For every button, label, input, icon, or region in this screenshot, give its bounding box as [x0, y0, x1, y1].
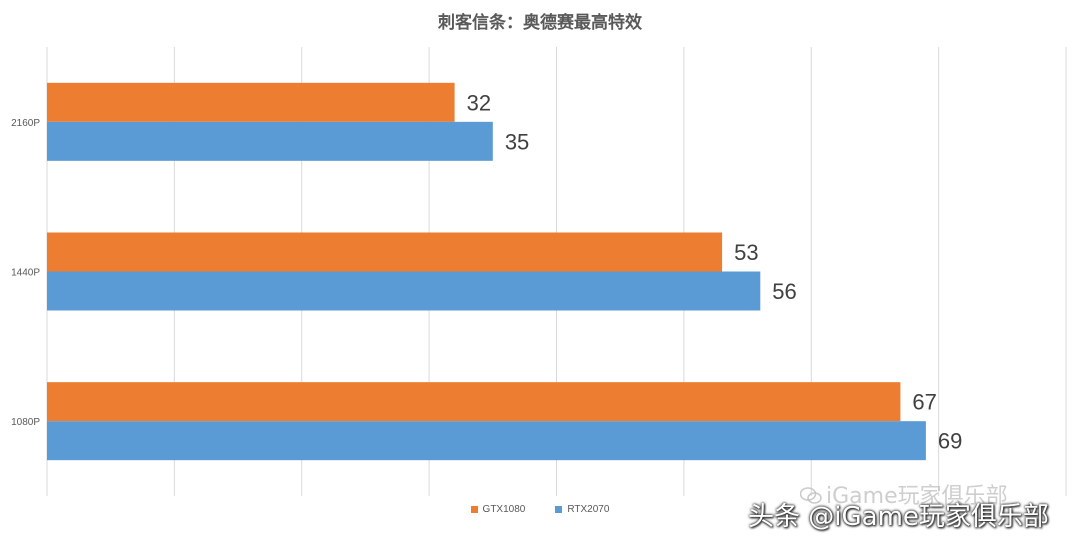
category-label: 1080P — [11, 417, 40, 428]
data-label: 56 — [772, 279, 796, 304]
chart-title: 刺客信条：奥德赛最高特效 — [438, 13, 642, 33]
bar-rtx2070 — [47, 271, 761, 311]
data-label: 67 — [912, 390, 936, 415]
legend-swatch-rtx2070 — [555, 506, 563, 513]
category-label: 1440P — [11, 268, 40, 279]
toutiao-watermark: 头条 @iGame玩家俱乐部 — [748, 502, 1049, 532]
legend-swatch-gtx1080 — [470, 506, 478, 513]
legend-item-rtx2070: RTX2070 — [555, 504, 609, 515]
data-label: 35 — [505, 129, 529, 154]
data-label: 32 — [467, 90, 491, 115]
bar-gtx1080 — [47, 232, 723, 272]
legend-label-rtx2070: RTX2070 — [567, 504, 610, 515]
wechat-watermark: iGame玩家俱乐部 — [800, 478, 1008, 510]
legend: GTX1080 RTX2070 — [0, 504, 1080, 515]
data-label: 53 — [734, 240, 758, 265]
data-label: 69 — [938, 429, 962, 454]
wechat-watermark-text: iGame玩家俱乐部 — [826, 484, 1008, 509]
wechat-icon — [800, 487, 822, 504]
bar-rtx2070 — [47, 421, 926, 461]
legend-label-gtx1080: GTX1080 — [482, 504, 526, 515]
legend-item-gtx1080: GTX1080 — [470, 504, 526, 515]
bars — [47, 82, 926, 461]
bar-rtx2070 — [47, 121, 493, 161]
category-labels: 2160P 1440P 1080P — [11, 118, 40, 428]
bar-gtx1080 — [47, 82, 455, 122]
category-label: 2160P — [11, 118, 40, 129]
bar-gtx1080 — [47, 382, 901, 422]
